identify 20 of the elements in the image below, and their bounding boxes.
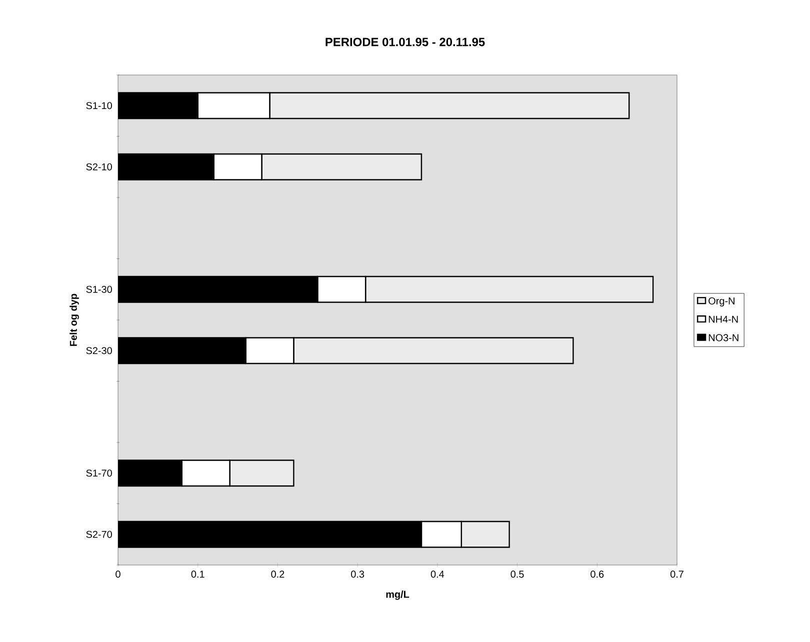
- x-tick-label: 0.7: [670, 570, 684, 578]
- x-tick-label: 0.5: [510, 570, 524, 578]
- x-tick-label: 0.2: [271, 570, 284, 578]
- x-tick-label: 0.1: [191, 570, 204, 578]
- chart-title: PERIODE 01.01.95 - 20.11.95: [326, 38, 485, 46]
- y-tick-label: S2-30: [86, 347, 112, 354]
- x-tick-label: 0.6: [590, 570, 604, 578]
- y-tick-label: S2-10: [86, 163, 112, 170]
- x-tick-label: 0: [116, 570, 120, 578]
- y-tick-label: S1-30: [86, 286, 112, 293]
- x-tick-label: 0.3: [351, 570, 364, 578]
- y-axis-title: Felt og dyp: [70, 294, 79, 346]
- y-tick-label: S1-70: [86, 470, 112, 477]
- y-tick-label: S1-10: [86, 102, 112, 110]
- x-tick-label: 0.4: [430, 570, 444, 578]
- y-tick-label: S2-70: [86, 530, 112, 538]
- legend-label: Org-N: [708, 297, 734, 306]
- x-axis-title: mg/L: [386, 590, 410, 600]
- legend-label: NO3-N: [708, 334, 738, 342]
- legend-label: NH4-N: [708, 316, 738, 323]
